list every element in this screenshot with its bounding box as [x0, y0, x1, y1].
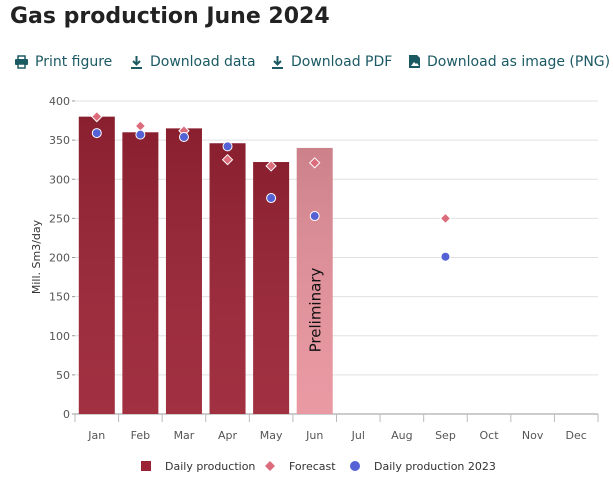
- bar-shade: [78, 116, 115, 415]
- bar-shade: [296, 147, 333, 414]
- forecast-marker: [221, 153, 234, 166]
- bar-shade: [253, 162, 290, 414]
- dot-marker: [178, 131, 189, 142]
- x-tick-label: Dec: [566, 429, 587, 442]
- y-axis-label: Mill. Sm3/day: [30, 219, 43, 294]
- annotation: Preliminary: [307, 268, 325, 353]
- button-label: Download PDF: [291, 54, 393, 70]
- icon: [15, 55, 28, 69]
- download-pdf-button[interactable]: Download PDF: [270, 54, 392, 70]
- x-tick-label: Oct: [480, 429, 500, 442]
- y-tick-label: 200: [49, 252, 70, 265]
- x-tick-label: Mar: [174, 429, 195, 442]
- download-image-button[interactable]: Download as image (PNG): [408, 54, 610, 70]
- bar: [122, 132, 159, 415]
- y-tick-label: 250: [49, 212, 70, 225]
- dot-marker: [266, 193, 277, 204]
- x-tick-label: Sep: [435, 429, 456, 442]
- button-label: Download data: [150, 54, 256, 70]
- x-tick-label: Jun: [305, 429, 323, 442]
- y-tick-label: 50: [56, 369, 70, 382]
- print-button[interactable]: Print figure: [14, 54, 112, 70]
- x-tick-label: May: [260, 429, 283, 442]
- dot-marker: [91, 128, 102, 139]
- download-data-button[interactable]: Download data: [129, 54, 256, 70]
- y-tick-label: 100: [49, 330, 70, 343]
- y-tick-label: 0: [63, 408, 70, 421]
- x-tick-label: Feb: [131, 429, 150, 442]
- legend-swatch: [141, 461, 151, 471]
- forecast-marker: [309, 157, 321, 169]
- legend-label: Forecast: [289, 460, 336, 473]
- bar: [296, 147, 333, 414]
- legend-label: Daily production 2023: [374, 460, 496, 473]
- bar-shade: [209, 143, 246, 414]
- bar-shade: [165, 128, 202, 414]
- forecast-marker: [265, 160, 277, 172]
- x-tick-label: Jan: [87, 429, 105, 442]
- forecast-marker: [439, 212, 452, 225]
- button-label: Download as image (PNG): [427, 54, 611, 70]
- button-label: Print figure: [35, 54, 113, 70]
- legend-label: Daily production: [165, 460, 255, 473]
- chart-title: Gas production June 2024: [10, 4, 330, 29]
- bar: [78, 116, 115, 415]
- y-tick-label: 300: [49, 173, 70, 186]
- bar: [165, 128, 202, 414]
- forecast-marker: [178, 125, 190, 137]
- icon: [409, 55, 420, 68]
- legend-swatch: [265, 461, 275, 471]
- forecast-marker: [134, 120, 147, 132]
- dot-marker: [309, 211, 320, 222]
- bar-shade: [122, 132, 159, 415]
- x-tick-label: Jul: [351, 429, 365, 442]
- y-tick-label: 350: [49, 134, 70, 147]
- dot-marker: [135, 129, 146, 140]
- icon: [131, 56, 142, 69]
- x-tick-label: Apr: [218, 429, 238, 442]
- x-tick-label: Nov: [522, 429, 544, 442]
- dot-marker: [222, 141, 233, 152]
- bar: [253, 162, 290, 414]
- x-tick-label: Aug: [391, 429, 412, 442]
- legend-swatch: [350, 461, 360, 471]
- bar: [209, 143, 246, 414]
- dot-marker: [440, 251, 451, 262]
- forecast-marker: [91, 110, 103, 123]
- y-tick-label: 400: [49, 95, 70, 108]
- icon: [272, 56, 283, 69]
- y-tick-label: 150: [49, 291, 70, 304]
